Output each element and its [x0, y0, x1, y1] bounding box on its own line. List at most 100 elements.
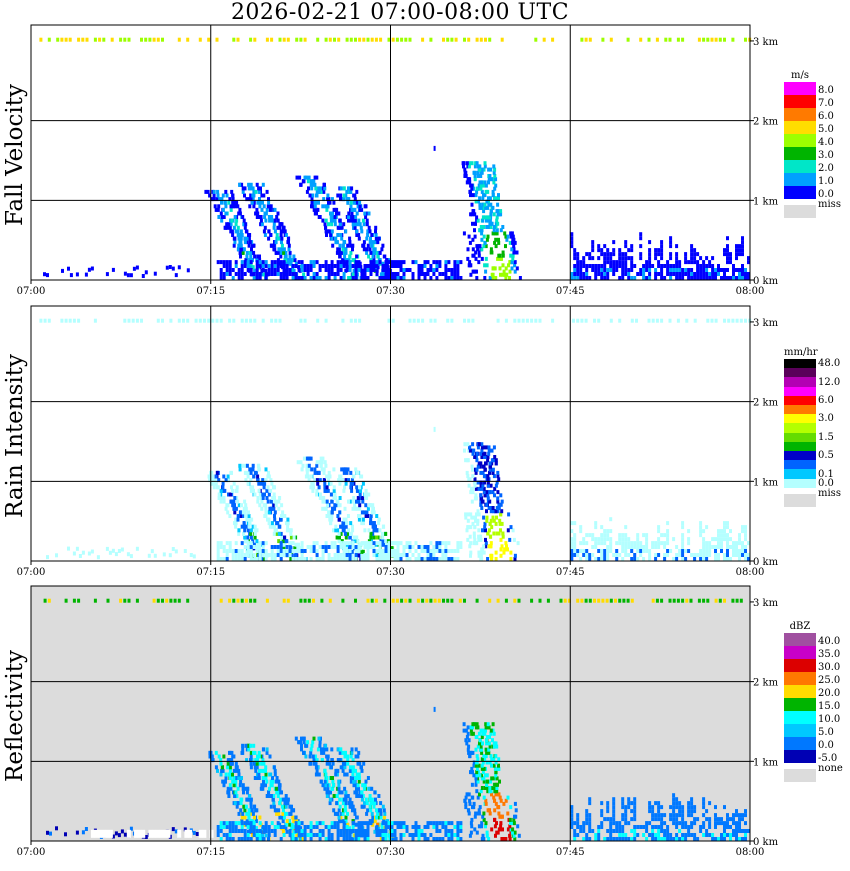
echo-cell	[286, 549, 289, 553]
echo-cell	[241, 215, 244, 219]
echo-cell	[269, 489, 272, 493]
echo-cell	[220, 489, 223, 493]
echo-cell	[350, 38, 353, 42]
echo-cell	[165, 599, 168, 603]
echo-cell	[485, 225, 488, 229]
echo-cell	[370, 514, 373, 518]
echo-cell	[424, 545, 427, 549]
echo-cell	[334, 553, 337, 557]
echo-cell	[424, 549, 427, 553]
echo-cell	[334, 215, 337, 219]
echo-cell	[247, 475, 250, 479]
echo-cell	[400, 541, 403, 545]
echo-cell	[453, 549, 456, 553]
x-tick-label: 07:15	[196, 286, 225, 297]
echo-cell	[675, 276, 678, 280]
echo-cell	[268, 521, 271, 525]
echo-cell	[140, 38, 143, 42]
echo-cell	[627, 553, 630, 557]
echo-cell	[326, 500, 329, 504]
echo-cell	[319, 833, 322, 837]
echo-cell	[705, 553, 708, 557]
echo-cell	[195, 319, 198, 323]
echo-cell	[726, 537, 729, 541]
echo-cell	[186, 319, 189, 323]
echo-cell	[496, 203, 499, 207]
echo-cell	[357, 496, 360, 500]
echo-cell	[621, 537, 624, 541]
echo-cell	[349, 264, 352, 268]
echo-cell	[726, 545, 729, 549]
echo-cell	[274, 557, 277, 561]
echo-cell	[328, 829, 331, 833]
echo-cell	[328, 557, 331, 561]
echo-cell	[403, 825, 406, 829]
echo-cell	[708, 260, 711, 264]
echo-cell	[303, 457, 306, 461]
echo-cell	[349, 541, 352, 545]
echo-cell	[633, 557, 636, 561]
echo-cell	[346, 244, 349, 248]
echo-cell	[693, 256, 696, 260]
echo-cell	[487, 235, 490, 239]
echo-cell	[247, 510, 250, 514]
echo-cell	[246, 536, 249, 540]
echo-cell	[738, 541, 741, 545]
echo-cell	[274, 545, 277, 549]
echo-cell	[379, 541, 382, 545]
echo-cell	[254, 525, 257, 529]
legend-label: 6.0	[818, 395, 834, 406]
echo-cell	[239, 510, 242, 514]
echo-cell	[70, 273, 73, 277]
echo-cell	[331, 821, 334, 825]
echo-cell	[342, 489, 345, 493]
echo-cell	[261, 833, 264, 837]
echo-cell	[726, 256, 729, 260]
echo-cell	[280, 272, 283, 276]
echo-cell	[342, 222, 345, 226]
echo-cell	[325, 755, 328, 759]
echo-cell	[450, 599, 453, 603]
echo-cell	[358, 821, 361, 825]
echo-cell	[344, 751, 347, 755]
echo-cell	[331, 229, 334, 233]
echo-cell	[223, 276, 226, 280]
echo-cell	[307, 186, 310, 190]
echo-cell	[627, 276, 630, 280]
echo-cell	[382, 276, 385, 280]
echo-cell	[363, 240, 366, 244]
echo-cell	[43, 272, 46, 276]
echo-cell	[250, 557, 253, 561]
echo-cell	[678, 264, 681, 268]
echo-cell	[714, 557, 717, 561]
echo-cell	[516, 251, 519, 255]
echo-cell	[690, 268, 693, 272]
echo-cell	[418, 829, 421, 833]
echo-cell	[163, 552, 166, 556]
echo-cell	[268, 229, 271, 233]
echo-cell	[307, 268, 310, 272]
echo-cell	[648, 272, 651, 276]
echo-cell	[652, 599, 655, 603]
echo-cell	[283, 272, 286, 276]
echo-cell	[280, 557, 283, 561]
echo-cell	[240, 776, 243, 780]
echo-cell	[321, 219, 324, 223]
echo-cell	[621, 545, 624, 549]
echo-cell	[474, 235, 477, 239]
echo-cell	[301, 553, 304, 557]
echo-cell	[660, 248, 663, 252]
echo-cell	[582, 260, 585, 264]
echo-cell	[666, 549, 669, 553]
echo-cell	[259, 829, 262, 833]
echo-cell	[232, 276, 235, 280]
echo-cell	[340, 541, 343, 545]
echo-cell	[355, 557, 358, 561]
echo-cell	[418, 557, 421, 561]
echo-cell	[456, 260, 459, 264]
echo-cell	[477, 509, 480, 513]
echo-cell	[397, 260, 400, 264]
echo-cell	[669, 252, 672, 256]
echo-cell	[397, 549, 400, 553]
echo-cell	[241, 541, 244, 545]
